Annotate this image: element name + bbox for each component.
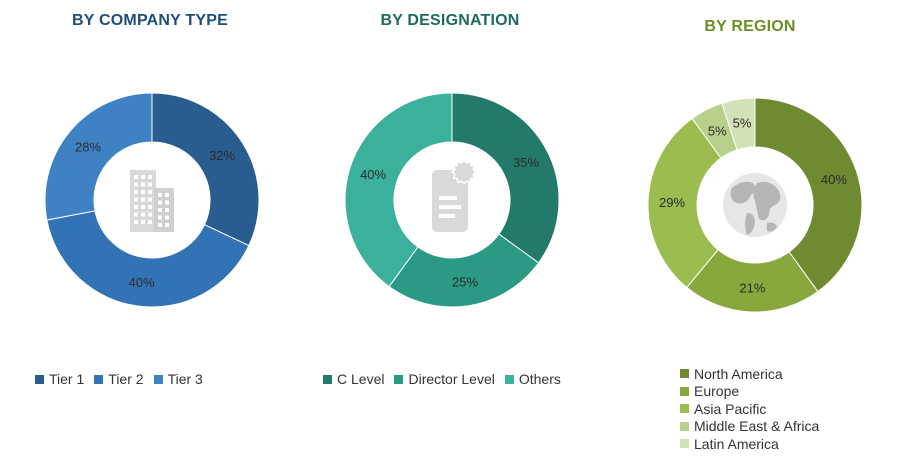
legend-label: C Level: [337, 371, 385, 387]
slice-data-label: 5%: [708, 124, 727, 139]
chart-title: BY DESIGNATION: [380, 12, 520, 29]
globe-icon: [723, 173, 787, 237]
legend-item: Europe: [680, 383, 819, 400]
donut-slice-asia-pacific: [647, 117, 722, 289]
chart-title: BY REGION: [704, 18, 796, 35]
legend-item: C Level: [323, 371, 384, 387]
donut-slice-c-level: [451, 92, 560, 264]
legend-label: Others: [518, 371, 561, 387]
donut-slice-north-america: [754, 97, 863, 293]
legend-label: Latin America: [694, 435, 779, 452]
donut-chart-designation: 35% 25% 40%: [344, 92, 560, 308]
legend-item: North America: [680, 366, 819, 382]
legend: Tier 1 Tier 2 Tier 3: [35, 371, 213, 387]
legend-item: Tier 3: [153, 371, 203, 387]
document-badge-icon: [432, 159, 477, 232]
legend-label: Tier 3: [167, 371, 203, 387]
legend-item: Asia Pacific: [680, 401, 819, 417]
chart-panel-region: BY REGION 40% 21% 29% 5% 5% North America Eur…: [600, 0, 900, 466]
legend: C Level Director Level Others: [323, 371, 571, 387]
legend-swatch: [680, 369, 689, 379]
legend-swatch: [680, 421, 689, 431]
legend: North America Europe Asia Pacific Middle Ea…: [680, 366, 819, 454]
slice-data-label: 25%: [452, 275, 478, 290]
slice-data-label: 40%: [821, 172, 847, 187]
chart-panel-designation: BY DESIGNATION 35% 25% 40% C Level Director…: [300, 0, 600, 466]
slice-data-label: 40%: [129, 275, 155, 290]
legend-label: Middle East & Africa: [694, 418, 820, 435]
legend-label: Europe: [694, 383, 740, 400]
legend-swatch: [323, 374, 332, 384]
legend-swatch: [35, 374, 44, 384]
legend-label: Tier 2: [108, 371, 144, 387]
slice-data-label: 32%: [209, 148, 235, 163]
donut-slice-others: [344, 92, 453, 288]
legend-label: Tier 1: [49, 371, 85, 387]
legend-swatch: [680, 404, 689, 414]
legend-item: Others: [504, 371, 561, 387]
legend-item: Director Level: [394, 371, 495, 387]
donut-slice-director-level: [388, 233, 540, 308]
legend-item: Latin America: [680, 436, 819, 452]
legend-label: North America: [694, 365, 783, 382]
legend-label: Director Level: [408, 371, 495, 387]
legend-item: Tier 2: [94, 371, 144, 387]
legend-item: Middle East & Africa: [680, 418, 820, 435]
legend-item: Tier 1: [35, 371, 84, 387]
donut-chart-company-type: 32% 40% 28%: [44, 92, 260, 308]
slice-data-label: 21%: [739, 281, 765, 296]
legend-swatch: [680, 386, 689, 396]
chart-title: BY COMPANY TYPE: [72, 12, 228, 29]
legend-swatch: [94, 374, 104, 384]
donut-chart-region: 40% 21% 29% 5% 5%: [647, 97, 863, 313]
slice-data-label: 28%: [75, 140, 101, 155]
donut-slice-latin-america: [721, 97, 756, 151]
legend-swatch: [680, 439, 689, 449]
legend-swatch: [504, 374, 514, 384]
chart-panel-company-type: BY COMPANY TYPE 32% 40% 28% Tier 1 Tier 2 Ti…: [0, 0, 300, 466]
slice-data-label: 35%: [513, 155, 539, 170]
donut-slice-tier-2: [46, 210, 250, 308]
slice-data-label: 40%: [360, 167, 386, 182]
legend-swatch: [153, 374, 163, 384]
legend-label: Asia Pacific: [694, 400, 767, 417]
slice-data-label: 5%: [733, 116, 752, 131]
legend-swatch: [394, 374, 404, 384]
donut-slice-tier-3: [44, 92, 153, 221]
donut-slice-tier-1: [151, 92, 260, 247]
building-icon: [130, 170, 174, 232]
slice-data-label: 29%: [659, 195, 685, 210]
